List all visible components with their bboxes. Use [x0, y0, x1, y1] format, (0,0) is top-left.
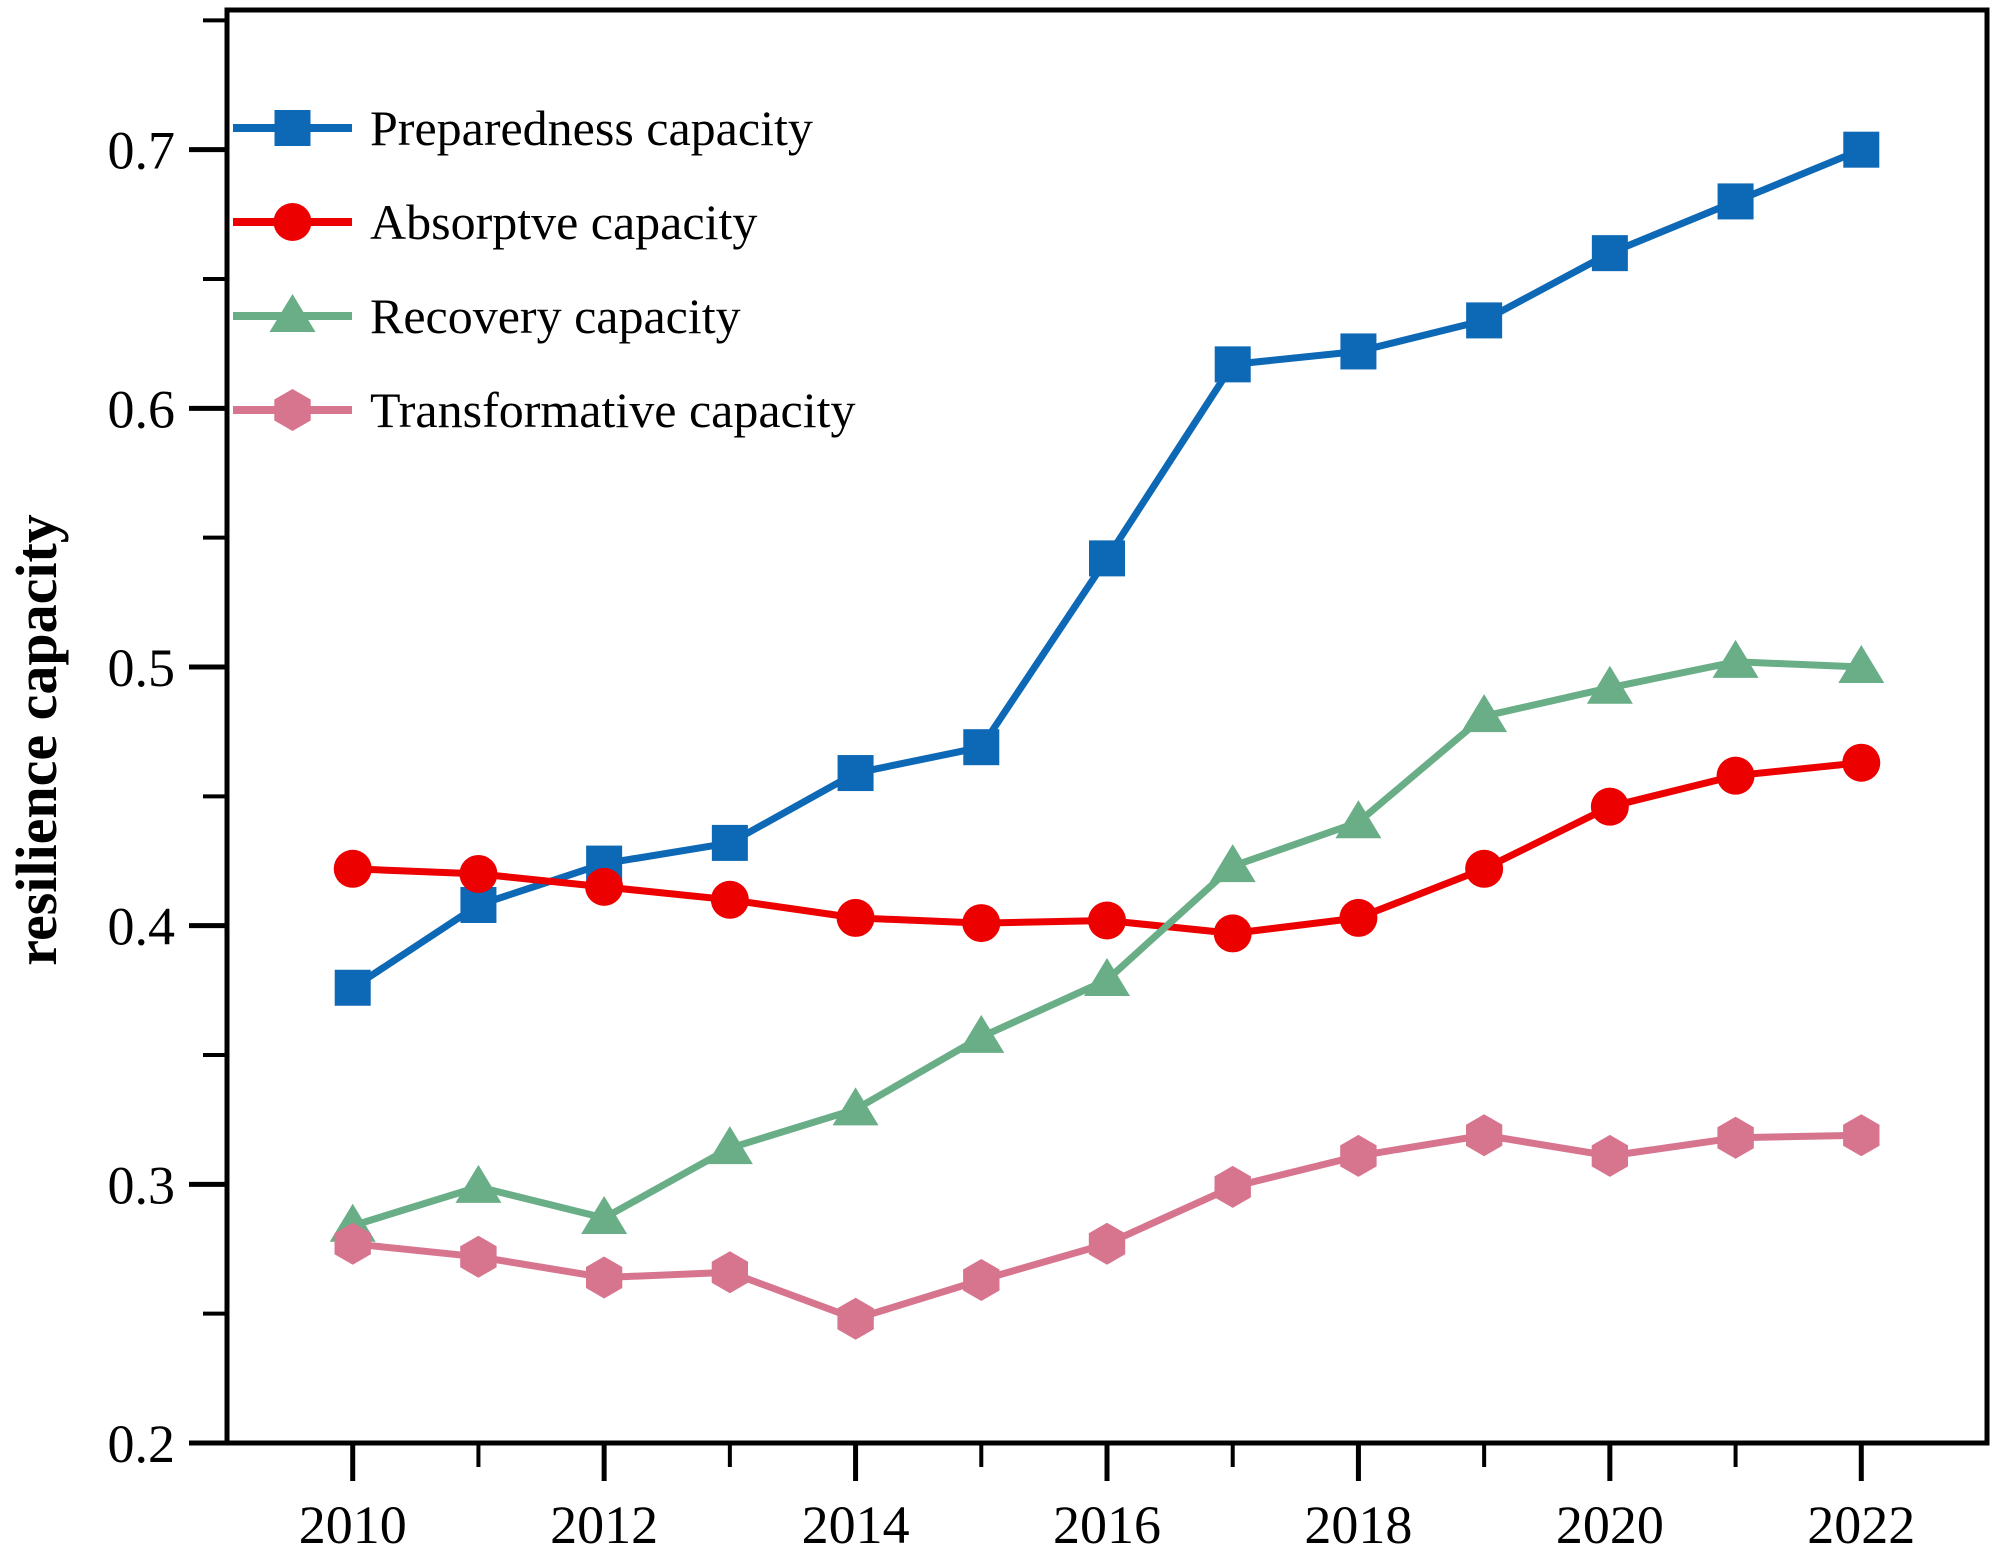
- data-point-marker-hexagon: [1214, 1165, 1251, 1208]
- y-axis-title: resilience capacity: [4, 514, 69, 966]
- series-line: [349, 658, 1865, 1230]
- data-point-marker-square: [274, 110, 311, 146]
- data-point-marker-hexagon: [837, 1297, 874, 1340]
- data-point-marker-hexagon: [1340, 1134, 1377, 1177]
- y-tick-label: 0.4: [108, 897, 176, 957]
- data-point-marker-circle: [333, 849, 372, 888]
- data-point-marker-square: [1340, 333, 1377, 370]
- data-point-marker-hexagon: [1591, 1134, 1628, 1177]
- data-point-marker-square: [1214, 346, 1251, 383]
- data-point-marker-square: [1466, 302, 1503, 339]
- y-tick-label: 0.5: [108, 638, 176, 698]
- data-point-marker-circle: [1842, 743, 1881, 782]
- data-point-marker-triangle: [1335, 800, 1382, 839]
- series-absorptve-capacity: [333, 743, 1881, 953]
- data-point-marker-square: [1717, 183, 1754, 220]
- data-point-marker-triangle: [1712, 639, 1759, 678]
- x-tick-label: 2018: [1304, 1495, 1412, 1555]
- data-point-marker-hexagon: [1466, 1114, 1503, 1157]
- legend-item-preparedness-capacity: Preparedness capacity: [233, 100, 813, 156]
- x-tick-labels: 2010 2012 2014 2016 2018 2020 2022: [299, 1495, 1916, 1555]
- y-tick-label: 0.2: [108, 1414, 176, 1474]
- data-point-marker-square: [963, 729, 1000, 766]
- data-point-marker-square: [460, 886, 497, 923]
- y-tick-label: 0.6: [108, 379, 176, 439]
- data-point-marker-hexagon: [274, 389, 311, 431]
- data-point-marker-square: [837, 755, 874, 792]
- data-point-marker-circle: [1088, 901, 1126, 940]
- data-point-marker-circle: [1213, 914, 1252, 953]
- data-point-marker-triangle: [1209, 844, 1256, 883]
- y-tick-label: 0.7: [108, 121, 176, 181]
- x-tick-label: 2010: [299, 1495, 407, 1555]
- x-tick-label: 2014: [802, 1495, 910, 1555]
- data-point-marker-triangle: [581, 1195, 628, 1234]
- series-recovery-capacity: [329, 639, 1885, 1242]
- data-point-marker-circle: [836, 898, 875, 937]
- legend-label: Recovery capacity: [370, 288, 741, 344]
- data-point-marker-square: [1089, 540, 1125, 577]
- data-point-marker-square: [711, 824, 748, 861]
- data-point-marker-triangle: [1586, 665, 1633, 704]
- legend-item-transformative-capacity: Transformative capacity: [233, 382, 856, 438]
- data-point-marker-triangle: [832, 1087, 879, 1126]
- data-point-marker-triangle: [958, 1014, 1005, 1053]
- data-series: [329, 131, 1885, 1340]
- data-point-marker-hexagon: [963, 1259, 1000, 1301]
- data-point-marker-circle: [710, 880, 749, 919]
- series-transformative-capacity: [334, 1114, 1880, 1340]
- data-point-marker-circle: [1716, 756, 1755, 795]
- data-point-marker-circle: [1339, 898, 1378, 937]
- x-tick-label: 2016: [1053, 1495, 1161, 1555]
- data-point-marker-hexagon: [1088, 1222, 1126, 1265]
- data-point-marker-triangle: [706, 1126, 753, 1165]
- data-point-marker-hexagon: [1717, 1116, 1754, 1159]
- data-point-marker-square: [334, 969, 371, 1006]
- y-tick-labels: 0.2 0.3 0.4 0.5 0.6 0.7: [108, 121, 176, 1474]
- y-tick-label: 0.3: [108, 1155, 176, 1215]
- series-preparedness-capacity: [334, 131, 1880, 1006]
- data-point-marker-circle: [459, 854, 498, 893]
- data-point-marker-circle: [1590, 787, 1629, 826]
- data-point-marker-square: [1591, 235, 1628, 272]
- legend-item-recovery-capacity: Recovery capacity: [233, 288, 741, 344]
- data-point-marker-hexagon: [460, 1235, 497, 1278]
- x-tick-label: 2020: [1556, 1495, 1664, 1555]
- data-point-marker-triangle: [1461, 694, 1508, 733]
- legend-label: Transformative capacity: [370, 382, 856, 438]
- chart-legend: Preparedness capacity Absorptve capacity R…: [233, 100, 856, 438]
- data-point-marker-triangle: [1838, 645, 1885, 684]
- data-point-marker-triangle: [455, 1164, 502, 1203]
- data-point-marker-circle: [962, 904, 1001, 943]
- data-point-marker-hexagon: [711, 1251, 748, 1294]
- data-point-marker-triangle: [269, 294, 316, 332]
- legend-label: Absorptve capacity: [370, 194, 757, 250]
- data-point-marker-circle: [1465, 849, 1504, 888]
- data-point-marker-hexagon: [334, 1222, 371, 1265]
- data-point-marker-circle: [273, 203, 312, 241]
- data-point-marker-triangle: [1084, 957, 1130, 996]
- axis-ticks: [189, 18, 1864, 1481]
- data-point-marker-square: [1843, 131, 1880, 168]
- legend-item-absorptve-capacity: Absorptve capacity: [233, 194, 757, 250]
- x-tick-label: 2022: [1807, 1495, 1915, 1555]
- legend-label: Preparedness capacity: [370, 100, 813, 156]
- x-tick-label: 2012: [550, 1495, 658, 1555]
- data-point-marker-circle: [585, 867, 624, 906]
- data-point-marker-hexagon: [586, 1256, 623, 1299]
- data-point-marker-hexagon: [1843, 1114, 1880, 1157]
